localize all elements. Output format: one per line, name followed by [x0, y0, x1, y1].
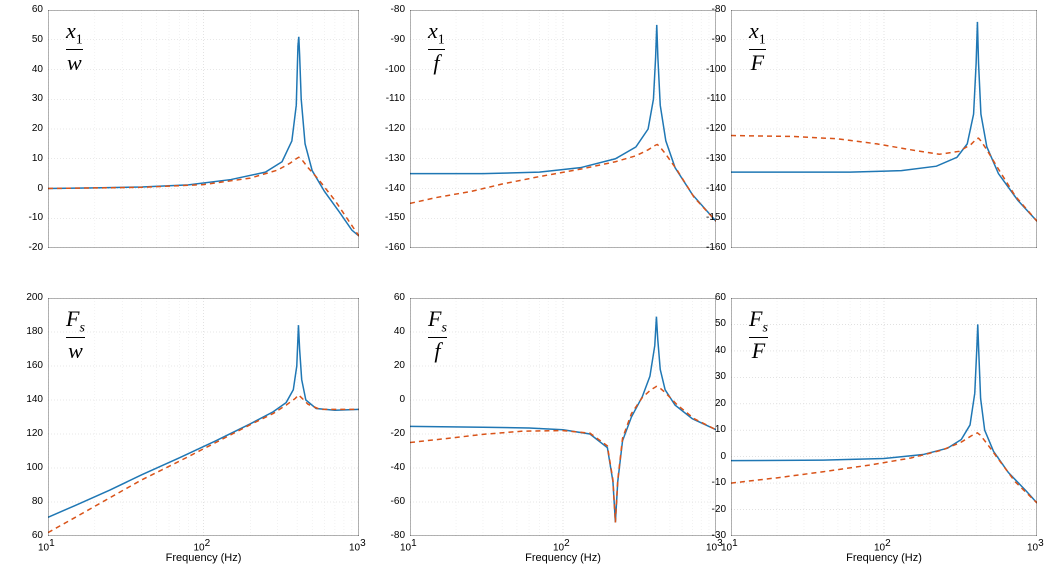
- x-axis-title: Frequency (Hz): [48, 552, 359, 564]
- panel-label-p12: x1f: [428, 20, 445, 74]
- ytick-label: 0: [37, 183, 43, 194]
- ytick-label: -110: [707, 93, 726, 104]
- ytick-label: 30: [715, 371, 726, 382]
- ytick-label: 40: [32, 64, 43, 75]
- panel-label-p13: x1F: [749, 20, 766, 74]
- panel-p23: -30-20-100102030405060101102103Frequency…: [731, 298, 1037, 536]
- ytick-label: -120: [385, 123, 405, 134]
- ytick-label: -80: [712, 4, 726, 15]
- bode-grid-figure: -20-100102030405060x1w-160-150-140-130-1…: [0, 0, 1046, 570]
- plot-svg: [48, 298, 359, 536]
- plot-svg: [731, 298, 1037, 536]
- panel-p21: 6080100120140160180200101102103Frequency…: [48, 298, 359, 536]
- ytick-label: 200: [26, 292, 43, 303]
- ytick-label: -160: [385, 242, 405, 253]
- ytick-label: 10: [715, 424, 726, 435]
- panel-label-p21: Fsw: [66, 308, 85, 362]
- ytick-label: 60: [32, 4, 43, 15]
- series-b: [731, 433, 1037, 503]
- ytick-label: 80: [32, 496, 43, 507]
- ytick-label: -160: [706, 242, 726, 253]
- panel-p22: -80-60-40-200204060101102103Frequency (H…: [410, 298, 716, 536]
- ytick-label: 20: [32, 123, 43, 134]
- plot-svg: [410, 10, 716, 248]
- panel-label-p11: x1w: [66, 20, 83, 74]
- ytick-label: -120: [706, 123, 726, 134]
- ytick-label: 60: [394, 292, 405, 303]
- ytick-label: 160: [26, 360, 43, 371]
- series-a: [410, 317, 716, 523]
- panel-p12: -160-150-140-130-120-110-100-90-80x1f: [410, 10, 716, 248]
- x-axis-title: Frequency (Hz): [731, 552, 1037, 564]
- ytick-label: 120: [26, 428, 43, 439]
- ytick-label: 50: [32, 34, 43, 45]
- ytick-label: 140: [26, 394, 43, 405]
- plot-svg: [48, 10, 359, 248]
- x-axis-title: Frequency (Hz): [410, 552, 716, 564]
- ytick-label: -100: [385, 64, 405, 75]
- ytick-label: 40: [715, 345, 726, 356]
- ytick-label: 20: [715, 398, 726, 409]
- ytick-label: 180: [26, 326, 43, 337]
- ytick-label: -100: [706, 64, 726, 75]
- ytick-label: -60: [391, 496, 405, 507]
- ytick-label: -110: [386, 93, 405, 104]
- ytick-label: -20: [29, 242, 43, 253]
- panel-label-p22: Fsf: [428, 308, 447, 362]
- ytick-label: 60: [715, 292, 726, 303]
- ytick-label: -90: [712, 34, 726, 45]
- ytick-label: 30: [32, 93, 43, 104]
- ytick-label: 20: [394, 360, 405, 371]
- ytick-label: 0: [720, 451, 726, 462]
- ytick-label: -10: [29, 212, 43, 223]
- panel-p11: -20-100102030405060x1w: [48, 10, 359, 248]
- series-a: [410, 25, 716, 221]
- ytick-label: -40: [391, 462, 405, 473]
- ytick-label: -150: [385, 212, 405, 223]
- ytick-label: 0: [399, 394, 405, 405]
- ytick-label: -20: [391, 428, 405, 439]
- ytick-label: 100: [26, 462, 43, 473]
- ytick-label: 40: [394, 326, 405, 337]
- series-a: [731, 324, 1037, 503]
- ytick-label: -90: [391, 34, 405, 45]
- plot-svg: [410, 298, 716, 536]
- ytick-label: -150: [706, 212, 726, 223]
- ytick-label: -10: [712, 477, 726, 488]
- series-b: [410, 144, 716, 221]
- ytick-label: -130: [385, 153, 405, 164]
- ytick-label: -20: [712, 504, 726, 515]
- ytick-label: -80: [391, 4, 405, 15]
- ytick-label: 50: [715, 318, 726, 329]
- ytick-label: -140: [385, 183, 405, 194]
- panel-label-p23: FsF: [749, 308, 768, 362]
- ytick-label: -130: [706, 153, 726, 164]
- ytick-label: 10: [32, 153, 43, 164]
- panel-p13: -160-150-140-130-120-110-100-90-80x1F: [731, 10, 1037, 248]
- plot-svg: [731, 10, 1037, 248]
- ytick-label: -140: [706, 183, 726, 194]
